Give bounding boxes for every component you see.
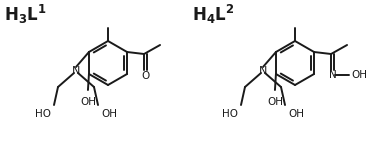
Text: HO: HO <box>35 109 51 119</box>
Text: N: N <box>328 70 336 80</box>
Text: N: N <box>72 66 80 76</box>
Text: OH: OH <box>80 97 96 107</box>
Text: O: O <box>141 71 150 81</box>
Text: OH: OH <box>288 109 304 119</box>
Text: $\mathbf{H_3L^1}$: $\mathbf{H_3L^1}$ <box>4 3 47 26</box>
Text: HO: HO <box>222 109 238 119</box>
Text: OH: OH <box>351 70 367 80</box>
Text: $\mathbf{H_4L^2}$: $\mathbf{H_4L^2}$ <box>192 3 234 26</box>
Text: OH: OH <box>267 97 283 107</box>
Text: N: N <box>259 66 267 76</box>
Text: OH: OH <box>101 109 117 119</box>
